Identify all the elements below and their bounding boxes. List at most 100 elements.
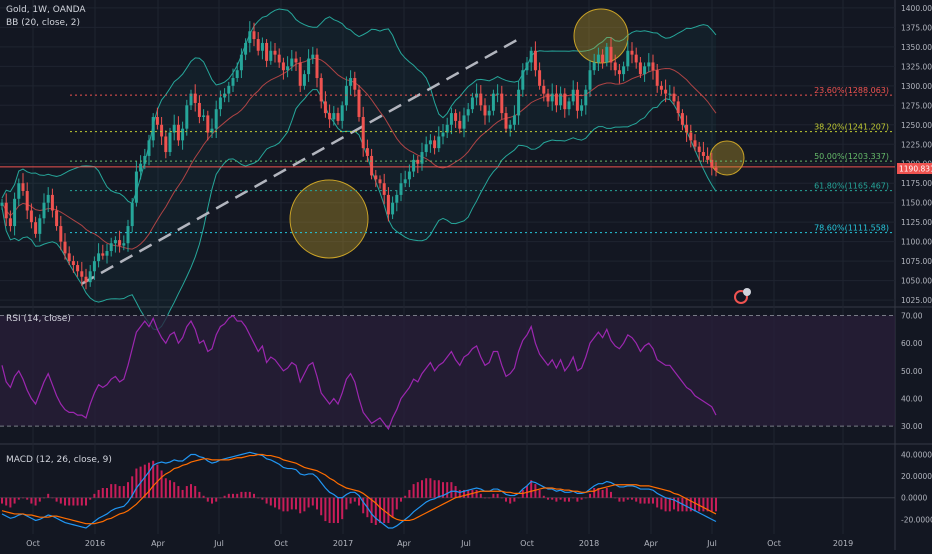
candle-body <box>491 93 495 111</box>
candle-body <box>214 109 218 129</box>
macd-histogram-bar <box>551 497 554 500</box>
candle-body <box>13 198 17 227</box>
candle-body <box>227 85 231 94</box>
time-axis-label: Oct <box>26 539 40 548</box>
candle-body <box>67 253 71 262</box>
macd-histogram-bar <box>34 497 37 506</box>
candle-body <box>685 124 689 133</box>
macd-histogram-bar <box>169 480 171 498</box>
bb-lower-line <box>1 89 717 331</box>
price-axis-label: 1350.00 <box>901 43 932 52</box>
snapshot-icon[interactable] <box>734 288 751 304</box>
macd-histogram-bar <box>559 497 562 500</box>
macd-histogram-bar <box>647 497 650 504</box>
time-axis-label: Jul <box>706 539 717 548</box>
candle-body <box>508 124 512 129</box>
macd-histogram-bar <box>215 497 218 502</box>
candle-body <box>97 253 101 262</box>
macd-histogram-bar <box>286 497 289 512</box>
macd-histogram-bar <box>131 476 134 498</box>
candle-body <box>109 243 113 252</box>
candle-body <box>281 62 285 71</box>
macd-histogram-bar <box>412 484 415 498</box>
candle-body <box>517 89 521 116</box>
macd-histogram-bar <box>635 497 638 502</box>
macd-histogram-bar <box>576 497 579 502</box>
candle-body <box>580 105 584 111</box>
macd-histogram-bar <box>446 482 449 498</box>
macd-histogram-bar <box>597 488 600 498</box>
candle-body <box>286 66 290 71</box>
macd-histogram-bar <box>290 497 293 510</box>
macd-histogram-bar <box>484 497 486 499</box>
candle-body <box>693 140 697 147</box>
macd-histogram-bar <box>316 497 318 510</box>
candle-body <box>164 136 168 153</box>
macd-histogram-bar <box>605 488 608 498</box>
candle-body <box>622 66 626 75</box>
candle-body <box>659 85 663 90</box>
macd-histogram-bar <box>706 497 709 512</box>
candle-body <box>588 70 592 90</box>
macd-histogram-bar <box>30 497 33 504</box>
macd-histogram-bar <box>421 480 423 498</box>
candle-body <box>626 50 630 67</box>
macd-histogram-bar <box>349 497 352 504</box>
candle-body <box>382 183 386 195</box>
macd-histogram-bar <box>416 482 419 498</box>
price-tag: 1190.831 <box>897 163 932 174</box>
candle-body <box>500 93 504 114</box>
macd-histogram-bar <box>618 497 621 502</box>
fib-level-label: 50.00%(1203.337) <box>814 152 889 161</box>
macd-histogram-bar <box>530 480 533 498</box>
macd-histogram-bar <box>5 497 8 506</box>
candle-body <box>277 54 281 63</box>
candle-body <box>34 222 38 234</box>
candle-body <box>349 78 353 86</box>
macd-axis-label: -20.0000 <box>901 515 932 524</box>
candle-body <box>592 62 596 71</box>
macd-histogram-bar <box>395 497 398 510</box>
snapshot-icon-dot <box>743 288 751 296</box>
macd-histogram-bar <box>673 497 675 510</box>
candle-body <box>643 66 647 75</box>
macd-histogram-bar <box>332 497 335 524</box>
macd-histogram-bar <box>38 497 41 502</box>
candle-body <box>151 116 155 141</box>
candle-body <box>84 276 88 283</box>
candle-body <box>689 132 693 141</box>
macd-histogram-bar <box>232 493 234 498</box>
candle-body <box>630 50 634 55</box>
candle-body <box>42 202 46 219</box>
bb-band-fill <box>2 9 716 330</box>
candle-body <box>664 89 668 94</box>
macd-histogram-bar <box>698 497 701 512</box>
macd-histogram-bar <box>572 497 575 499</box>
macd-histogram-bar <box>379 497 381 524</box>
candle-body <box>609 46 613 63</box>
candle-body <box>265 42 269 61</box>
macd-histogram-bar <box>563 497 566 502</box>
candle-body <box>391 202 395 215</box>
candle-body <box>521 70 525 90</box>
candle-body <box>113 240 117 244</box>
fib-level-label: 61.80%(1165.467) <box>814 182 889 191</box>
candle-body <box>512 115 516 125</box>
candle-body <box>454 113 458 121</box>
candle-body <box>235 70 239 79</box>
macd-histogram-bar <box>337 497 339 524</box>
time-axis-label: 2018 <box>579 539 599 548</box>
time-axis-label: Oct <box>520 539 534 548</box>
candle-body <box>155 116 159 125</box>
rsi-band-fill <box>0 315 895 427</box>
candle-body <box>181 128 185 141</box>
macd-histogram-bar <box>274 497 276 508</box>
candle-body <box>361 116 365 149</box>
macd-axis-label: 40.0000 <box>901 450 932 459</box>
macd-histogram-bar <box>190 484 192 498</box>
macd-histogram-bar <box>89 497 92 500</box>
macd-histogram-bar <box>22 497 24 499</box>
candle-body <box>202 115 206 117</box>
candle-body <box>269 50 273 61</box>
